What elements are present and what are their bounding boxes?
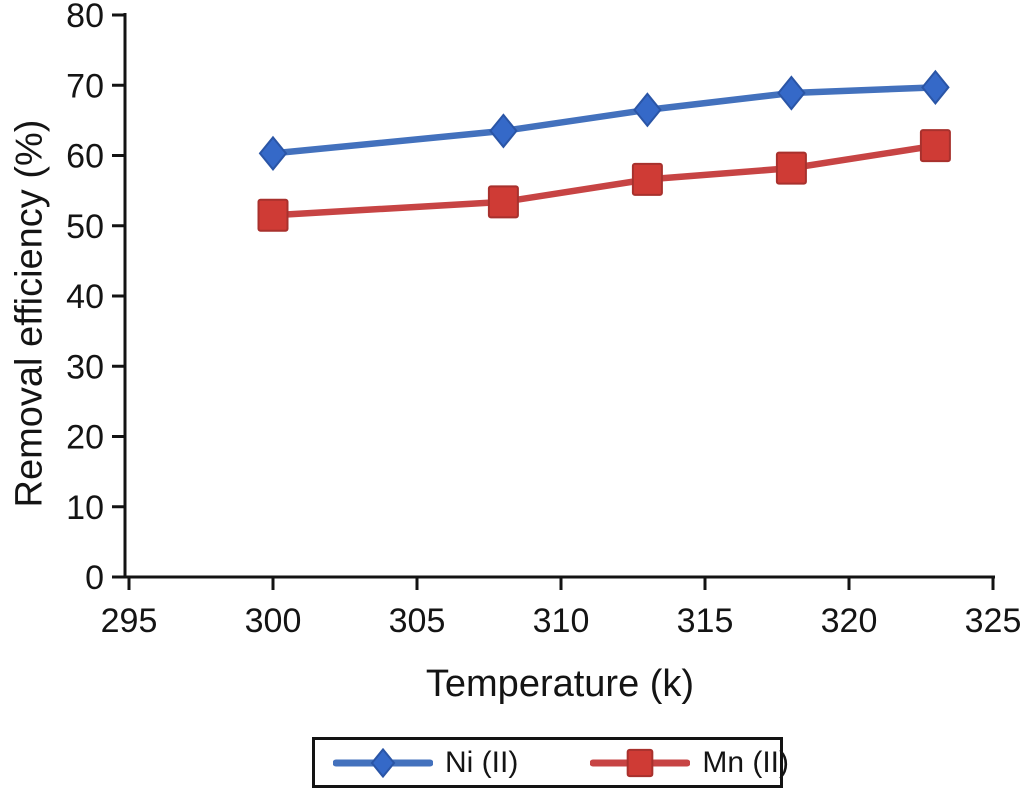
series-line-1: [269, 142, 939, 219]
diamond-marker: [777, 75, 806, 111]
legend-item-ni: Ni (II): [333, 745, 518, 781]
x-tick-label: 310: [533, 602, 590, 640]
square-marker: [257, 198, 289, 232]
y-tick-label: 50: [66, 208, 104, 246]
diamond-marker: [921, 69, 950, 105]
y-tick-label: 80: [66, 0, 104, 35]
diamond-marker: [258, 135, 288, 171]
y-tick-label: 40: [66, 278, 104, 316]
y-tick-label: 70: [66, 67, 104, 105]
x-tick-label: 325: [965, 602, 1022, 640]
legend-label-ni: Ni (II): [445, 745, 519, 779]
square-marker: [775, 151, 807, 185]
x-axis-label: Temperature (k): [425, 663, 695, 705]
y-tick-label: 0: [85, 559, 104, 597]
diamond-marker: [370, 747, 396, 778]
legend: Ni (II) Mn (II): [312, 737, 789, 788]
x-tick-label: 305: [389, 602, 446, 640]
mn-line-square-sample-icon: [590, 748, 691, 777]
diamond-marker: [489, 113, 518, 149]
ni-line-diamond-sample-icon: [333, 747, 433, 778]
square-marker: [631, 162, 663, 196]
legend-item-mn: Mn (II): [590, 745, 789, 781]
square-marker: [627, 748, 654, 777]
y-axis-label: Removal efficiency (%): [8, 119, 51, 508]
square-marker: [919, 129, 951, 163]
legend-label-mn: Mn (II): [702, 745, 789, 779]
y-tick-label: 10: [66, 489, 104, 527]
y-tick-label: 60: [66, 138, 104, 176]
x-tick-label: 295: [101, 602, 158, 640]
diamond-marker: [633, 92, 662, 128]
y-tick-label: 20: [66, 419, 104, 457]
series-line-0: [269, 84, 939, 157]
y-tick-label: 30: [66, 348, 104, 386]
x-tick-label: 315: [677, 602, 734, 640]
x-tick-label: 320: [821, 602, 878, 640]
square-marker: [487, 185, 519, 219]
x-tick-label: 300: [245, 602, 302, 640]
